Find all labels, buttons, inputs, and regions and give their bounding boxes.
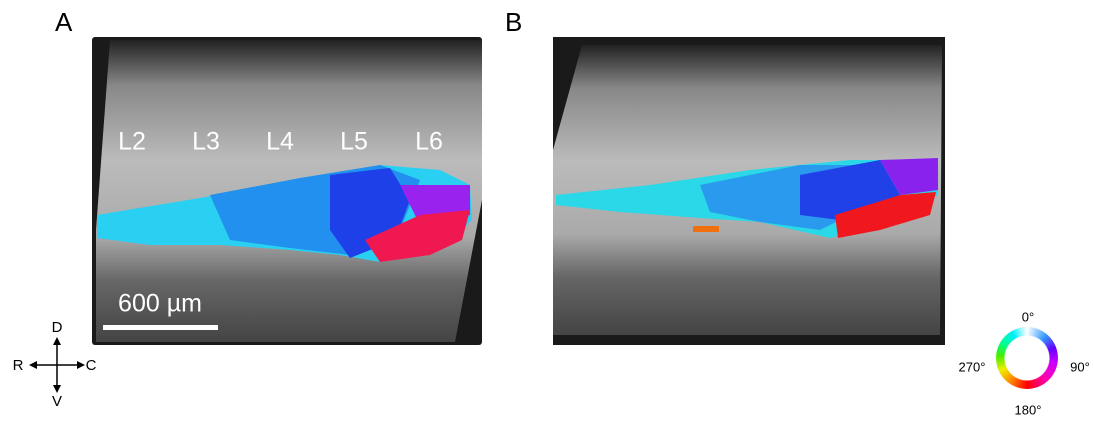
wheel-label: 90° xyxy=(1070,359,1090,374)
layer-label: L6 xyxy=(415,128,443,156)
compass-label: D xyxy=(52,319,63,336)
compass-label: V xyxy=(52,393,62,410)
layer-label: L5 xyxy=(340,128,368,156)
layer-label: L2 xyxy=(118,128,146,156)
panel-label: B xyxy=(505,7,522,37)
layer-label: L4 xyxy=(266,128,294,156)
compass-label: C xyxy=(86,357,97,374)
scale-bar-label: 600 µm xyxy=(118,290,202,318)
compass xyxy=(32,340,82,390)
compass-label: R xyxy=(13,357,24,374)
scale-bar xyxy=(103,325,218,330)
wheel-label: 180° xyxy=(1015,402,1042,417)
color-wheel xyxy=(996,327,1058,389)
map-orange xyxy=(693,226,719,232)
wheel-label: 270° xyxy=(959,359,986,374)
wheel-label: 0° xyxy=(1022,309,1034,324)
map-red xyxy=(365,210,470,262)
panel-label: A xyxy=(55,7,73,37)
layer-label: L3 xyxy=(192,128,220,156)
map-purple xyxy=(880,158,938,195)
map-red xyxy=(835,192,936,238)
